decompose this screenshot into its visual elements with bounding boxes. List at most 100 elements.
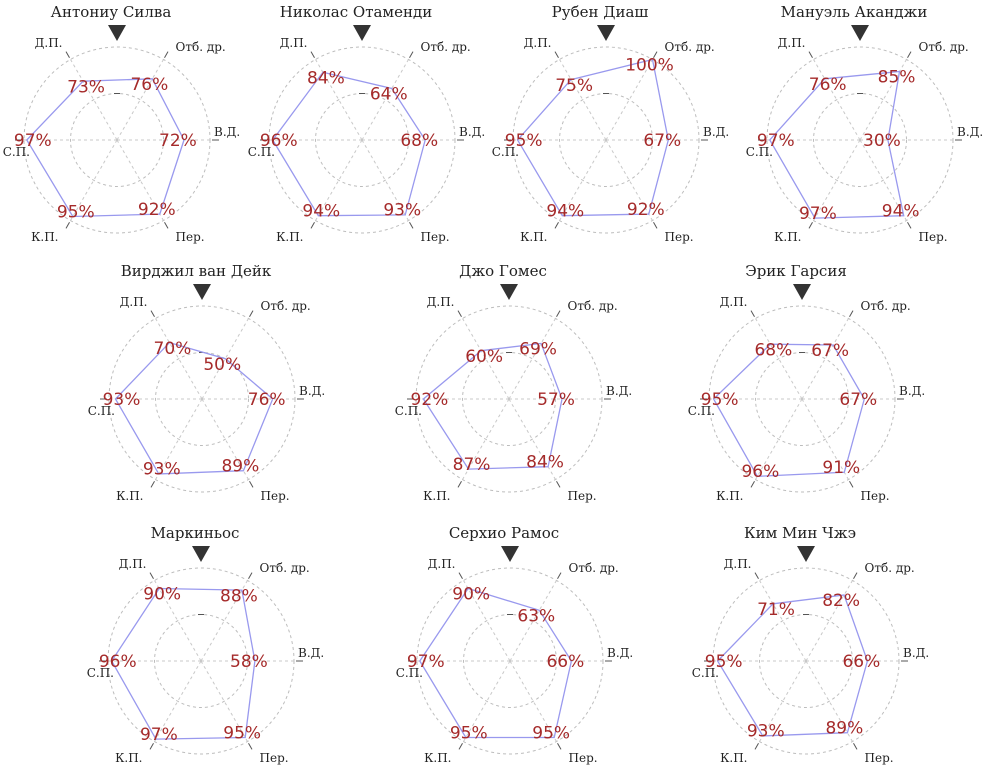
value-label: 57%	[537, 390, 575, 410]
axis-label: С.П.	[3, 145, 30, 159]
axis-tick	[554, 51, 559, 58]
axis-label: В.Д.	[459, 125, 485, 139]
chart-title: Эрик Гарсия	[745, 262, 847, 280]
chart-title: Ким Мин Чжэ	[744, 524, 856, 542]
axis-label: С.П.	[692, 666, 719, 680]
axis-tick	[808, 51, 813, 58]
axis-tick	[750, 310, 755, 317]
axis-tick	[853, 743, 858, 750]
value-label: 76%	[809, 75, 847, 95]
value-label: 95%	[705, 652, 743, 672]
radar-chart-4: Д.П. Отб. др. В.Д. Пер. К.П. С.П. Мануэль Акан…	[746, 3, 983, 244]
chart-title: Джо Гомес	[459, 262, 547, 280]
axis-label: Пер.	[861, 489, 890, 503]
axis-tick	[149, 743, 154, 750]
value-label: 92%	[138, 200, 176, 220]
axis-tick	[249, 481, 254, 488]
chart-title: Рубен Диаш	[552, 3, 649, 21]
axis-tick	[557, 743, 562, 750]
axis-label: В.Д.	[703, 125, 729, 139]
axis-label: С.П.	[396, 666, 423, 680]
top-marker-icon	[353, 25, 371, 41]
radar-chart-2: Д.П. Отб. др. В.Д. Пер. К.П. С.П. Николас Отам…	[248, 3, 485, 244]
axis-tick	[248, 572, 253, 579]
chart-title: Николас Отаменди	[280, 3, 432, 21]
axis-tick	[458, 743, 463, 750]
axis-label: В.Д.	[607, 646, 633, 660]
value-label: 96%	[741, 462, 779, 482]
radar-chart-10: Д.П. Отб. др. В.Д. Пер. К.П. С.П. Ким Мин Чжэ 7…	[692, 524, 929, 765]
axis-tick	[750, 481, 755, 488]
axis-tick	[754, 743, 759, 750]
value-label: 97%	[757, 131, 795, 151]
axis-tick	[556, 481, 561, 488]
value-label: 67%	[839, 390, 877, 410]
top-marker-icon	[797, 546, 815, 562]
axis-tick	[554, 222, 559, 229]
value-label: 60%	[465, 347, 503, 367]
top-marker-icon	[500, 284, 518, 300]
value-label: 84%	[307, 69, 345, 89]
axis-spoke	[116, 59, 164, 141]
data-polygon	[25, 78, 185, 218]
axis-label: С.П.	[492, 145, 519, 159]
value-label: 87%	[453, 455, 491, 475]
radar-chart-6: Д.П. Отб. др. В.Д. Пер. К.П. С.П. Джо Гомес 60%…	[395, 262, 632, 503]
axis-label: В.Д.	[214, 125, 240, 139]
value-label: 93%	[383, 201, 421, 221]
radar-chart-1: Д.П. Отб. др. В.Д. Пер. К.П. С.П. Антониу Силв…	[3, 3, 240, 244]
top-marker-icon	[501, 546, 519, 562]
data-polygon	[114, 341, 274, 475]
value-label: 93%	[103, 390, 141, 410]
top-marker-icon	[108, 25, 126, 41]
radar-chart-7: Д.П. Отб. др. В.Д. Пер. К.П. С.П. Эрик Гарсия 6…	[688, 262, 925, 503]
axis-tick	[907, 51, 912, 58]
value-label: 90%	[452, 585, 490, 605]
value-label: 64%	[370, 85, 408, 105]
axis-label: Пер.	[569, 751, 598, 765]
value-label: 93%	[747, 722, 785, 742]
value-label: 89%	[825, 718, 863, 738]
axis-tick	[653, 222, 658, 229]
axis-label: Пер.	[568, 489, 597, 503]
value-label: 84%	[526, 452, 564, 472]
data-polygon	[422, 342, 563, 470]
axis-label: К.П.	[716, 489, 743, 503]
axis-tick	[150, 481, 155, 488]
value-label: 100%	[625, 56, 674, 76]
value-label: 71%	[757, 600, 795, 620]
axis-label: Отб. др.	[176, 40, 226, 54]
value-label: 95%	[57, 202, 95, 222]
value-label: 75%	[555, 76, 593, 96]
data-polygon	[419, 587, 573, 739]
value-label: 68%	[754, 340, 792, 360]
value-label: 76%	[130, 75, 168, 95]
axis-label: Отб. др.	[865, 561, 915, 575]
axis-tick	[310, 51, 315, 58]
data-polygon	[769, 70, 905, 219]
value-label: 30%	[863, 131, 901, 151]
value-label: 76%	[248, 390, 286, 410]
value-label: 97%	[799, 204, 837, 224]
axis-tick	[556, 310, 561, 317]
axis-label: Д.П.	[427, 295, 455, 309]
value-label: 63%	[517, 606, 555, 626]
axis-label: К.П.	[774, 230, 801, 244]
axis-tick	[65, 51, 70, 58]
axis-label: В.Д.	[606, 384, 632, 398]
value-label: 69%	[519, 340, 557, 360]
value-label: 67%	[643, 131, 681, 151]
data-polygon	[110, 587, 256, 740]
radar-chart-3: Д.П. Отб. др. В.Д. Пер. К.П. С.П. Рубен Диаш 75…	[492, 3, 729, 244]
axis-label: Пер.	[176, 230, 205, 244]
value-label: 67%	[811, 341, 849, 361]
radar-chart-9: Д.П. Отб. др. В.Д. Пер. К.П. С.П. Серхио Рамос…	[396, 524, 633, 765]
axis-label: Отб. др.	[260, 561, 310, 575]
axis-label: К.П.	[116, 489, 143, 503]
top-marker-icon	[192, 546, 210, 562]
value-label: 97%	[407, 652, 445, 672]
top-marker-icon	[193, 284, 211, 300]
axis-label: К.П.	[423, 489, 450, 503]
axis-label: К.П.	[276, 230, 303, 244]
value-label: 92%	[627, 200, 665, 220]
